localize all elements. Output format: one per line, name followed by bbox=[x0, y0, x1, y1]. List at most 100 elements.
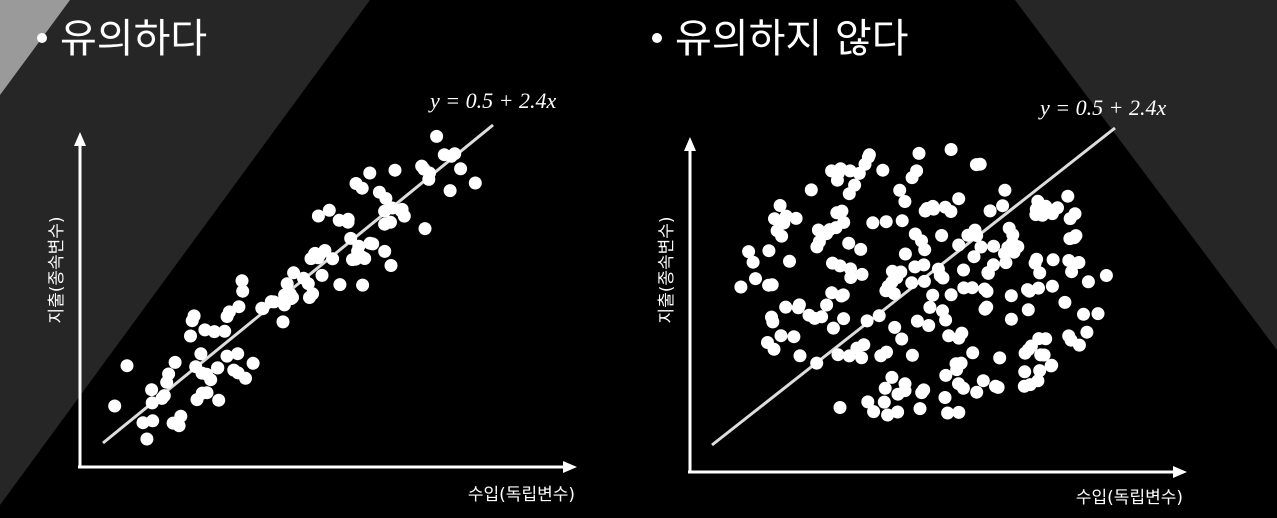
dot bbox=[766, 315, 780, 329]
dot bbox=[967, 250, 981, 264]
dot bbox=[762, 244, 776, 258]
dot bbox=[957, 281, 971, 295]
dot bbox=[326, 252, 340, 266]
dot bbox=[876, 163, 890, 177]
plot: y = 0.5 + 2.4x 지출(종속변수) 수입(독립변수) bbox=[47, 88, 577, 505]
dot bbox=[991, 380, 1005, 394]
x-axis-label: 수입(독립변수) bbox=[1076, 488, 1183, 508]
dot bbox=[910, 314, 924, 328]
dot bbox=[1017, 379, 1031, 393]
dot bbox=[765, 278, 779, 292]
dot bbox=[952, 238, 966, 252]
dot bbox=[829, 221, 843, 235]
dot bbox=[983, 204, 997, 218]
dot bbox=[734, 280, 748, 294]
bg-shape bbox=[0, 0, 70, 95]
dot bbox=[207, 325, 221, 339]
dot bbox=[898, 195, 912, 208]
dot bbox=[200, 386, 214, 400]
dot bbox=[860, 314, 874, 328]
dot bbox=[905, 171, 919, 185]
dot bbox=[363, 236, 377, 250]
arrow bbox=[563, 461, 577, 473]
dot bbox=[833, 401, 847, 414]
dot bbox=[933, 269, 947, 283]
dot bbox=[742, 245, 756, 259]
dot bbox=[944, 288, 958, 302]
dot bbox=[287, 266, 301, 280]
dot bbox=[923, 300, 937, 314]
dot bbox=[415, 159, 429, 173]
dot bbox=[761, 336, 774, 349]
dot bbox=[885, 370, 899, 384]
dot bbox=[956, 381, 970, 395]
dot bbox=[970, 229, 984, 242]
dot bbox=[998, 183, 1012, 197]
dot bbox=[842, 187, 856, 201]
dot bbox=[363, 166, 377, 180]
dot bbox=[918, 204, 932, 218]
dot bbox=[1021, 303, 1035, 317]
x-axis-label: 수입(독립변수) bbox=[468, 485, 575, 505]
dot bbox=[866, 216, 880, 230]
dot bbox=[812, 235, 826, 249]
dot bbox=[898, 377, 912, 391]
dot bbox=[820, 298, 834, 312]
dot bbox=[443, 184, 457, 198]
dot bbox=[1081, 275, 1095, 289]
dot bbox=[879, 284, 893, 298]
dot bbox=[185, 314, 199, 328]
dot bbox=[996, 199, 1010, 213]
dot bbox=[804, 183, 818, 197]
dot bbox=[194, 347, 208, 361]
dot bbox=[974, 240, 988, 254]
dot bbox=[877, 395, 891, 409]
dot bbox=[970, 385, 984, 399]
dot bbox=[810, 356, 824, 370]
dot bbox=[189, 360, 203, 374]
dot bbox=[1030, 252, 1044, 266]
dot bbox=[939, 313, 953, 327]
dot bbox=[779, 300, 793, 314]
dot bbox=[976, 374, 990, 388]
dot bbox=[378, 217, 392, 231]
dot bbox=[898, 247, 912, 261]
arrow bbox=[684, 137, 696, 151]
dot bbox=[980, 284, 994, 298]
dot bbox=[952, 192, 966, 206]
dot bbox=[264, 295, 278, 309]
dot bbox=[826, 321, 840, 335]
bullet-dot bbox=[37, 33, 47, 43]
dot bbox=[791, 301, 805, 315]
dot bbox=[774, 329, 788, 343]
dot bbox=[944, 143, 958, 156]
dot bbox=[949, 357, 963, 371]
dot bbox=[297, 271, 310, 285]
dot bbox=[235, 274, 249, 288]
dot bbox=[437, 148, 451, 162]
dot bbox=[136, 416, 150, 430]
dot bbox=[184, 329, 197, 343]
dot bbox=[905, 276, 919, 290]
dot bbox=[826, 256, 839, 270]
arrow bbox=[1173, 466, 1187, 478]
dot bbox=[1091, 307, 1105, 321]
dot bbox=[236, 284, 250, 298]
dot bbox=[922, 319, 936, 332]
dot bbox=[908, 227, 922, 241]
dot bbox=[394, 204, 408, 218]
dot bbox=[168, 355, 182, 369]
dot bbox=[917, 274, 931, 288]
dot bbox=[867, 405, 881, 419]
dot bbox=[993, 351, 1007, 365]
dot bbox=[861, 395, 875, 409]
dot bbox=[356, 278, 370, 292]
equation: y = 0.5 + 2.4x bbox=[428, 88, 556, 113]
dot bbox=[815, 310, 829, 324]
dot bbox=[146, 414, 160, 428]
dot bbox=[779, 209, 793, 223]
dot bbox=[231, 347, 245, 361]
dot bbox=[895, 332, 909, 346]
dot bbox=[978, 302, 992, 316]
dot bbox=[872, 309, 886, 323]
